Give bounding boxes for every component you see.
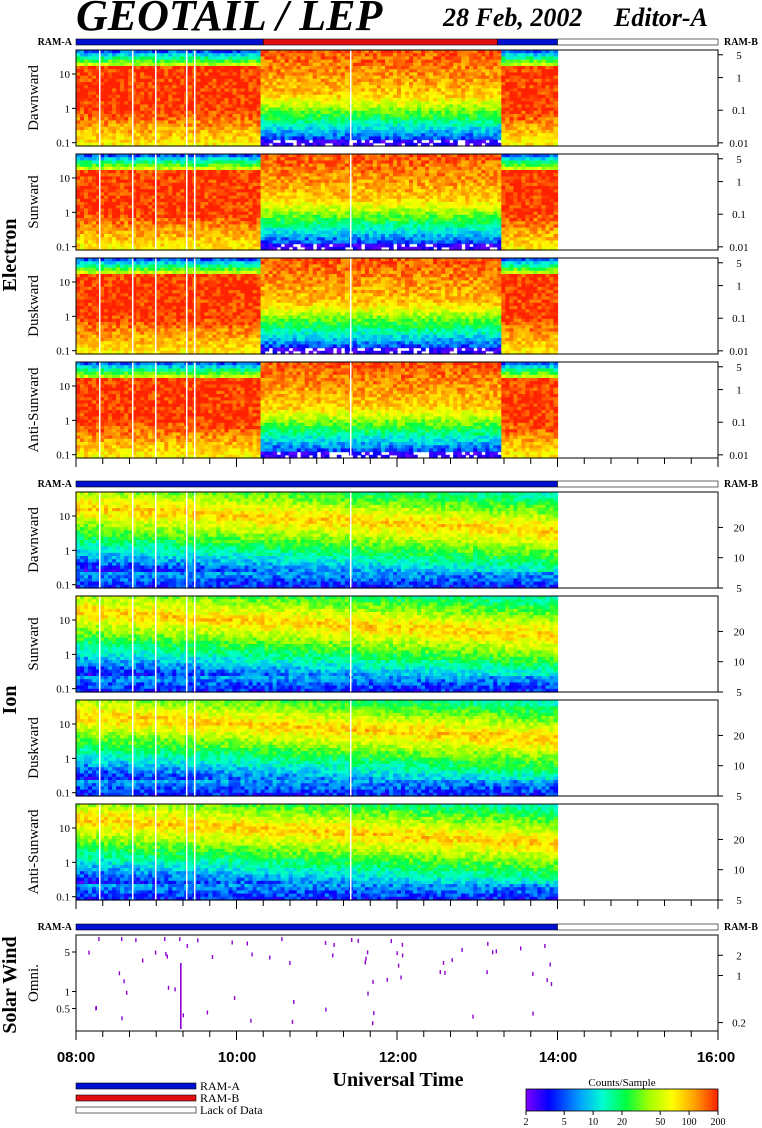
status-segment [263, 39, 497, 45]
data-gap [350, 50, 352, 146]
y2-tick-label: 5 [736, 50, 742, 62]
heatmap-cell [425, 136, 430, 140]
heatmap-cell [273, 136, 278, 140]
heatmap-cell [309, 136, 314, 140]
y2-tick-label: 0.1 [732, 105, 746, 117]
status-bar: RAM-A RAM-B [38, 922, 759, 933]
heatmap-cell [497, 136, 502, 140]
heatmap-cell [481, 140, 486, 144]
heatmap-cell [329, 140, 334, 144]
status-segment [558, 481, 719, 487]
status-label-right: RAM-B [724, 922, 758, 933]
heatmap-cell [461, 136, 466, 140]
heatmap-cell [377, 140, 382, 144]
heatmap-cell [289, 136, 294, 140]
y-tick-label: 10 [59, 69, 71, 81]
heatmap-cell [421, 136, 426, 140]
y-tick-label: 1 [65, 103, 71, 115]
heatmap-cell [277, 136, 282, 140]
heatmap-cell [469, 140, 474, 144]
y-tick-label: 0.1 [56, 138, 70, 150]
heatmap-cell [433, 136, 438, 140]
heatmap-cell [401, 140, 406, 144]
y2-tick-label: 0.01 [729, 138, 748, 150]
heatmap-cell [429, 140, 434, 144]
spectrogram-panel: Dawnward 0.1 1 10 0.01 0.1 1 5 [26, 50, 749, 150]
data-gap [132, 50, 134, 146]
figure-editor: Editor-A [613, 3, 708, 32]
status-label-left: RAM-A [38, 922, 73, 933]
panel-label: Dawnward [26, 65, 42, 131]
status-segment [76, 39, 263, 45]
heatmap-cell [385, 136, 390, 140]
heatmap-cell [449, 136, 454, 140]
status-label-right: RAM-B [724, 479, 758, 490]
heatmap-cell [417, 140, 422, 144]
y2-tick-label: 1 [736, 73, 742, 85]
status-label-left: RAM-A [38, 479, 73, 490]
status-segment [76, 924, 558, 930]
heatmap-cell [301, 140, 306, 144]
spectrogram-panels: Dawnward 0.1 1 10 0.01 0.1 1 5 Sunward0.11100.01… [26, 50, 749, 1040]
heatmap-cell [325, 140, 330, 144]
status-segment [76, 481, 558, 487]
figure-date: 28 Feb, 2002 [442, 3, 582, 32]
status-segment [558, 39, 719, 45]
heatmap-cell [269, 140, 274, 144]
status-segment [558, 924, 719, 930]
heatmap-cell [373, 140, 378, 144]
status-bar: RAM-A RAM-B [38, 479, 759, 490]
data-gap [99, 50, 101, 146]
heatmap-cell [285, 136, 290, 140]
data-gap [186, 50, 188, 146]
status-label-right: RAM-B [724, 37, 758, 48]
heatmap-cell [457, 136, 462, 140]
data-gap [155, 50, 157, 146]
heatmap-cell [437, 136, 442, 140]
heatmap-cell [485, 136, 490, 140]
heatmap-cell [413, 136, 418, 140]
heatmap-cell [361, 136, 366, 140]
figure-title: GEOTAIL / LEP [76, 0, 384, 40]
heatmap-cell [381, 140, 386, 144]
heatmap-cell [369, 136, 374, 140]
heatmap-cell [353, 136, 358, 140]
spectrogram-panel: Sunward0.11100.010.115 [26, 154, 749, 254]
status-segment [497, 39, 557, 45]
data-gap [194, 50, 196, 146]
status-label-left: RAM-A [38, 37, 73, 48]
heatmap-cell [293, 136, 298, 140]
heatmap-cell [389, 136, 394, 140]
